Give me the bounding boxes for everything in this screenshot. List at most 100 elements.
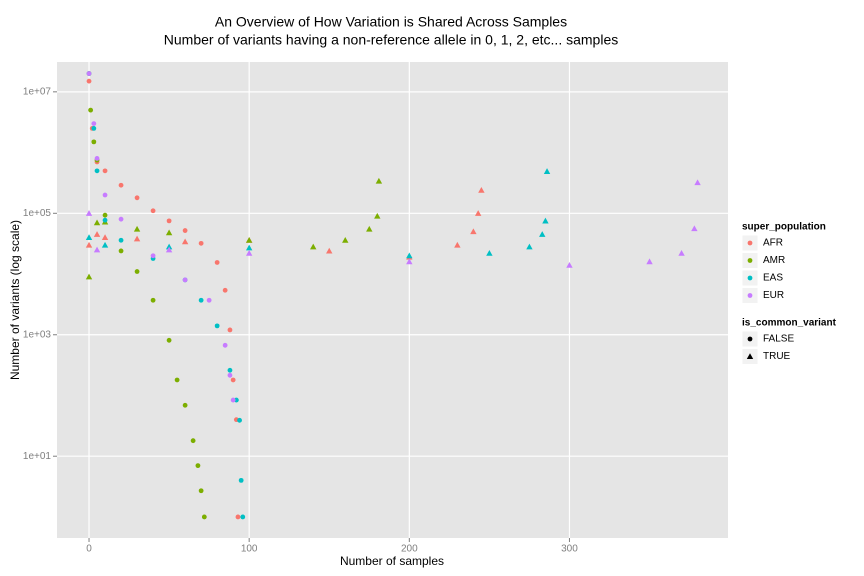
legend-swatch bbox=[747, 240, 753, 246]
legend-label: AMR bbox=[763, 255, 785, 266]
circle-point bbox=[88, 107, 94, 113]
circle-point bbox=[91, 139, 97, 145]
triangle-point bbox=[543, 168, 551, 174]
chart-title: An Overview of How Variation is Shared A… bbox=[215, 14, 567, 30]
triangle-point bbox=[691, 225, 698, 232]
x-tick-label: 100 bbox=[241, 544, 258, 555]
circle-point bbox=[201, 514, 207, 520]
circle-point bbox=[230, 397, 236, 403]
x-tick-label: 0 bbox=[86, 544, 92, 555]
triangle-point bbox=[478, 187, 485, 193]
circle-point bbox=[182, 228, 188, 233]
legend-title: super_population bbox=[742, 222, 826, 233]
triangle-point bbox=[133, 225, 141, 232]
circle-point bbox=[118, 237, 124, 243]
circle-point bbox=[206, 297, 212, 303]
triangle-point bbox=[694, 179, 701, 186]
circle-point bbox=[182, 277, 188, 283]
circle-point bbox=[94, 156, 100, 161]
triangle-point bbox=[85, 234, 93, 241]
y-tick-label: 1e+03 bbox=[23, 329, 52, 340]
circle-point bbox=[747, 336, 753, 342]
circle-point bbox=[166, 337, 172, 343]
triangle-point bbox=[165, 229, 173, 236]
triangle-point bbox=[406, 252, 413, 259]
x-tick-label: 300 bbox=[561, 544, 578, 555]
circle-point bbox=[237, 417, 242, 423]
circle-point bbox=[214, 260, 220, 265]
y-axis-label: Number of variants (log scale) bbox=[8, 220, 22, 380]
circle-point bbox=[86, 78, 92, 84]
circle-point bbox=[198, 240, 204, 246]
circle-point bbox=[91, 121, 97, 126]
triangle-point bbox=[93, 219, 101, 226]
circle-point bbox=[222, 342, 228, 348]
triangle-point bbox=[181, 238, 189, 245]
circle-point bbox=[222, 287, 228, 293]
circle-point bbox=[182, 402, 188, 408]
circle-point bbox=[174, 377, 180, 383]
triangle-point bbox=[542, 217, 549, 224]
triangle-point bbox=[93, 231, 101, 237]
triangle-point bbox=[165, 243, 173, 250]
circle-point bbox=[235, 514, 241, 520]
triangle-point bbox=[342, 237, 349, 243]
y-tick-label: 1e+05 bbox=[23, 208, 52, 219]
triangle-point bbox=[470, 228, 477, 235]
circle-point bbox=[166, 218, 172, 224]
circle-point bbox=[230, 377, 236, 383]
triangle-point bbox=[133, 235, 141, 242]
triangle-point bbox=[454, 241, 461, 248]
triangle-point bbox=[375, 177, 383, 184]
circle-point bbox=[214, 323, 220, 329]
circle-point bbox=[150, 253, 156, 259]
triangle-point bbox=[310, 243, 317, 250]
circle-point bbox=[198, 488, 204, 494]
circle-point bbox=[86, 71, 92, 76]
triangle-point bbox=[85, 273, 93, 280]
circle-point bbox=[91, 126, 97, 131]
triangle-point bbox=[374, 212, 381, 219]
circle-point bbox=[102, 217, 108, 223]
circle-point bbox=[134, 195, 140, 201]
circle-point bbox=[240, 514, 246, 520]
circle-point bbox=[94, 168, 100, 174]
triangle-point bbox=[245, 250, 253, 256]
circle-point bbox=[118, 216, 124, 222]
triangle-point bbox=[85, 241, 93, 248]
triangle-point bbox=[678, 250, 685, 256]
legend-label: EAS bbox=[763, 273, 783, 284]
legend-label: EUR bbox=[763, 290, 784, 301]
triangle-point bbox=[165, 246, 173, 253]
circle-point bbox=[134, 269, 140, 274]
triangle-point bbox=[746, 353, 754, 360]
circle-point bbox=[150, 208, 156, 214]
circle-point bbox=[190, 438, 196, 444]
triangle-point bbox=[101, 234, 109, 241]
circle-point bbox=[102, 212, 108, 218]
triangle-point bbox=[486, 250, 493, 256]
circle-point bbox=[227, 327, 233, 333]
chart-subtitle: Number of variants having a non-referenc… bbox=[164, 32, 618, 48]
plot-panel bbox=[57, 62, 728, 538]
triangle-point bbox=[245, 244, 253, 251]
circle-point bbox=[118, 182, 124, 188]
circle-point bbox=[102, 192, 108, 198]
x-axis-label: Number of samples bbox=[340, 554, 444, 568]
circle-point bbox=[227, 372, 233, 378]
legend-label: AFR bbox=[763, 238, 783, 249]
circle-point bbox=[150, 297, 156, 303]
legend-title: is_common_variant bbox=[742, 318, 837, 329]
legend-label: TRUE bbox=[763, 351, 791, 362]
circle-point bbox=[118, 248, 124, 254]
triangle-point bbox=[366, 225, 373, 232]
y-tick-label: 1e+01 bbox=[23, 451, 52, 462]
circle-point bbox=[195, 463, 201, 469]
circle-point bbox=[102, 168, 108, 174]
legend-label: FALSE bbox=[763, 334, 794, 345]
triangle-point bbox=[474, 210, 482, 216]
triangle-point bbox=[526, 243, 533, 250]
circle-point bbox=[227, 367, 233, 373]
circle-point bbox=[238, 477, 244, 483]
